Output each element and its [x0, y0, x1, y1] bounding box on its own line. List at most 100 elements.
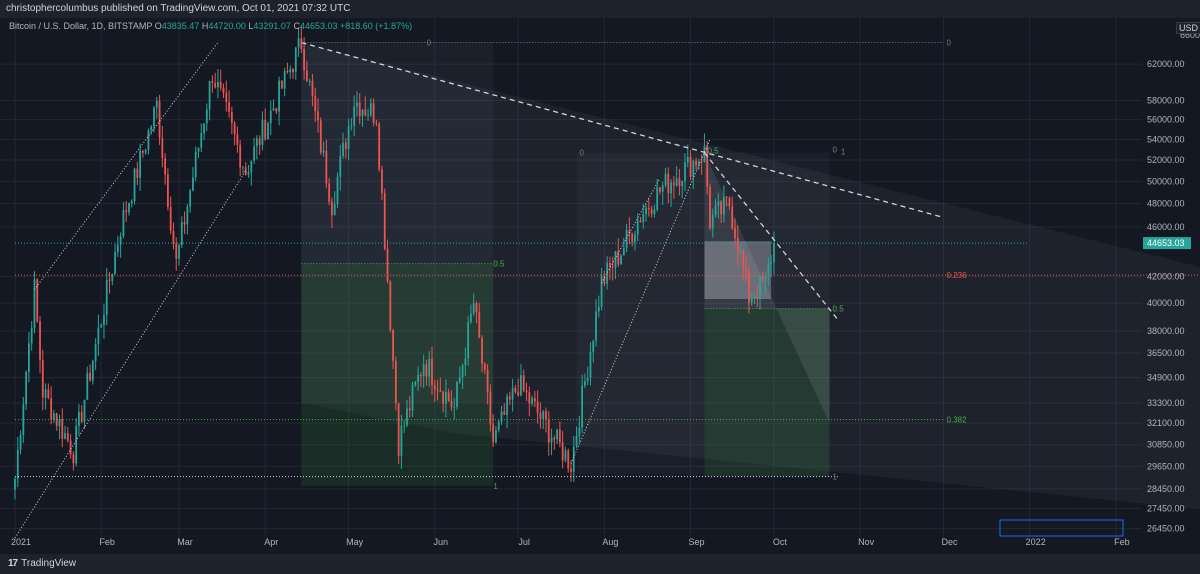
candle [203, 123, 205, 134]
candle [603, 276, 606, 284]
candle [736, 238, 739, 254]
currency-label[interactable]: USD [1176, 22, 1200, 34]
candle [342, 142, 344, 157]
candle [150, 126, 153, 131]
candle [64, 433, 66, 439]
candle [314, 95, 317, 112]
candle [383, 193, 386, 249]
candle [759, 276, 761, 300]
candle [36, 279, 39, 322]
candle [50, 398, 53, 420]
candle [283, 70, 286, 89]
price-tick-label: 27450.00 [1147, 503, 1185, 513]
candle [742, 250, 745, 268]
candle [495, 430, 497, 443]
candle [436, 389, 439, 391]
candle [472, 303, 475, 314]
candle [208, 81, 211, 110]
candle [364, 109, 367, 116]
candle [350, 125, 353, 127]
candle [745, 267, 748, 271]
candle [567, 450, 570, 469]
candle [725, 196, 728, 198]
candle [689, 156, 692, 178]
candle [255, 138, 258, 147]
candle [770, 262, 773, 265]
candle [155, 101, 158, 108]
candle [639, 220, 642, 222]
candle [217, 82, 219, 88]
candle [47, 389, 50, 399]
candle [531, 397, 533, 404]
candle [525, 390, 528, 393]
close-label: C [293, 21, 300, 31]
candle [442, 391, 445, 404]
candle [130, 201, 133, 203]
candle [86, 372, 89, 400]
symbol-title[interactable]: Bitcoin / U.S. Dollar, 1D, BITSTAMP [9, 21, 153, 31]
candle [153, 107, 155, 127]
price-tick-label: 50000.00 [1147, 176, 1185, 186]
candle [228, 102, 230, 113]
candle [236, 134, 239, 145]
tradingview-brand[interactable]: 17 TradingView [8, 558, 76, 569]
candle [69, 440, 72, 455]
candle [247, 172, 250, 175]
candle [489, 391, 492, 425]
candle [581, 385, 584, 428]
price-tick-label: 32100.00 [1147, 418, 1185, 428]
candle [514, 387, 517, 392]
candle [294, 47, 297, 73]
fib-green-zone-a [301, 263, 494, 487]
candle [556, 429, 558, 440]
candle [114, 251, 116, 274]
time-tick-label: Oct [773, 537, 788, 547]
candle [706, 146, 709, 188]
time-tick-label: May [346, 537, 364, 547]
brand-name: TradingView [21, 558, 77, 569]
candle [558, 429, 561, 443]
candle [22, 404, 25, 436]
price-tick-label: 48000.00 [1147, 199, 1185, 209]
candle [230, 112, 233, 124]
candle [500, 411, 503, 422]
candle [731, 206, 734, 229]
price-tick-label: 38000.00 [1147, 326, 1185, 336]
price-tick-label: 62000.00 [1147, 59, 1185, 69]
fib-level-label: 0 [427, 39, 432, 48]
candle [456, 382, 458, 407]
candle [653, 209, 656, 215]
candle [483, 363, 486, 370]
candle [748, 270, 750, 303]
candle [158, 101, 161, 138]
close-value: 44653.03 [299, 21, 338, 31]
time-tick-label: Aug [602, 537, 618, 547]
candle [167, 174, 169, 208]
candle [406, 408, 408, 426]
fib-level-label: 0.5 [833, 305, 845, 314]
candle [703, 146, 706, 163]
candle [189, 190, 192, 207]
candle [269, 110, 272, 124]
publish-bar: christophercolumbus published on Trading… [0, 0, 1200, 18]
selection-rectangle [999, 519, 1124, 537]
candle [222, 87, 225, 93]
candle [447, 392, 450, 402]
low-value: 43291.07 [253, 21, 291, 31]
candle [136, 168, 139, 178]
candle [720, 201, 723, 215]
high-value: 44720.00 [208, 21, 246, 31]
candle [486, 369, 489, 392]
time-axis[interactable]: 2021 Feb Mar Apr May Jun Jul Aug Sep Oct Nov Dec 202… [11, 537, 1130, 547]
price-tick-label: 28450.00 [1147, 484, 1185, 494]
projection-wedge [704, 152, 830, 424]
candle [634, 234, 636, 242]
fib-level-label: 1 [841, 148, 846, 157]
candle [111, 273, 114, 282]
price-axis[interactable]: 62000.00 58000.00 56000.00 54000.00 52000.00… [1147, 30, 1200, 534]
candle [422, 364, 425, 376]
last-price-tag: 44653.03 [1143, 237, 1191, 250]
candle [589, 351, 592, 378]
